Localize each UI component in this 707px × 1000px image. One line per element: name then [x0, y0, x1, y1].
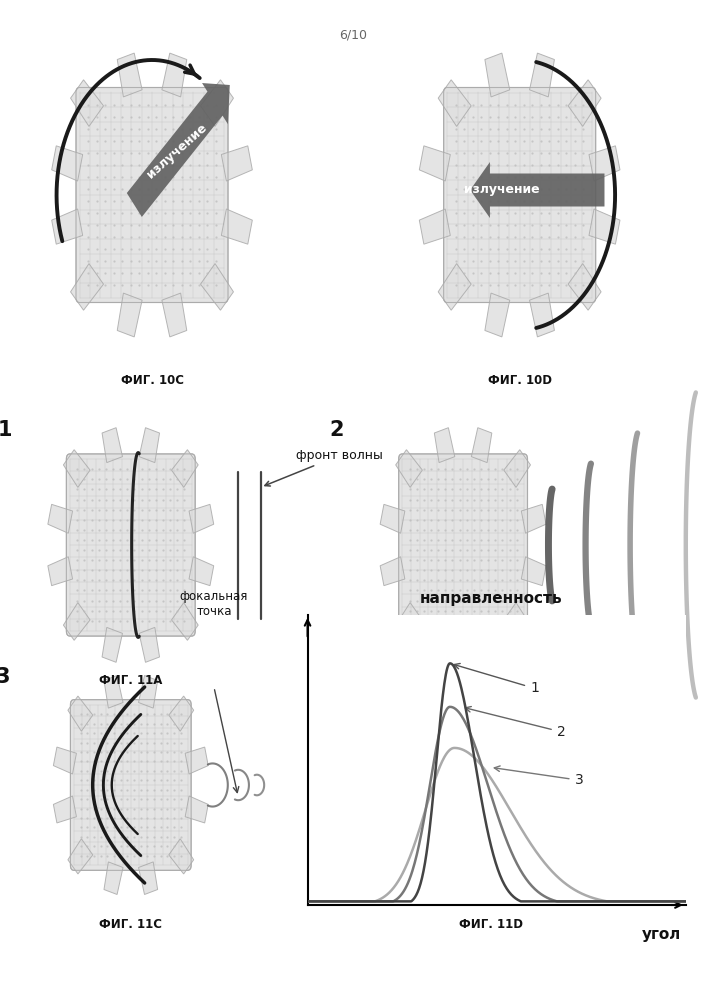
Polygon shape — [52, 146, 83, 181]
FancyBboxPatch shape — [399, 454, 527, 636]
Polygon shape — [172, 603, 198, 640]
Polygon shape — [201, 264, 233, 310]
Text: ФИГ. 10D: ФИГ. 10D — [488, 374, 551, 387]
FancyBboxPatch shape — [76, 88, 228, 302]
Polygon shape — [71, 264, 103, 310]
Polygon shape — [521, 557, 546, 586]
FancyBboxPatch shape — [71, 700, 191, 870]
Polygon shape — [139, 627, 160, 662]
Polygon shape — [104, 862, 123, 894]
Text: фокальная
точка: фокальная точка — [180, 590, 248, 618]
Text: 6/10: 6/10 — [339, 28, 368, 41]
Polygon shape — [438, 264, 471, 310]
Polygon shape — [162, 53, 187, 97]
Text: излучение: излучение — [145, 121, 210, 181]
FancyArrow shape — [127, 83, 230, 217]
Polygon shape — [139, 676, 158, 708]
Polygon shape — [139, 428, 160, 463]
Polygon shape — [169, 696, 194, 731]
Text: 3: 3 — [494, 766, 583, 787]
Polygon shape — [189, 557, 214, 586]
Text: 1: 1 — [0, 420, 12, 440]
Polygon shape — [472, 627, 492, 662]
Polygon shape — [221, 209, 252, 244]
Polygon shape — [189, 504, 214, 533]
Polygon shape — [201, 80, 233, 126]
FancyBboxPatch shape — [66, 454, 195, 636]
Polygon shape — [162, 293, 187, 337]
Polygon shape — [139, 862, 158, 894]
Polygon shape — [589, 209, 620, 244]
Polygon shape — [54, 796, 76, 823]
Polygon shape — [185, 747, 208, 774]
Polygon shape — [504, 450, 530, 487]
Polygon shape — [185, 796, 208, 823]
Text: ФИГ. 11В: ФИГ. 11В — [431, 674, 495, 687]
Polygon shape — [521, 504, 546, 533]
Polygon shape — [172, 450, 198, 487]
Polygon shape — [396, 603, 422, 640]
Polygon shape — [396, 450, 422, 487]
Polygon shape — [64, 450, 90, 487]
Polygon shape — [568, 264, 601, 310]
Text: ФИГ. 11А: ФИГ. 11А — [99, 674, 163, 687]
Polygon shape — [530, 293, 554, 337]
Polygon shape — [52, 209, 83, 244]
Text: ФИГ. 11С: ФИГ. 11С — [99, 918, 163, 931]
Polygon shape — [419, 209, 450, 244]
Polygon shape — [48, 504, 73, 533]
Text: 1: 1 — [454, 663, 539, 695]
Text: ФИГ. 10C: ФИГ. 10C — [120, 374, 184, 387]
Polygon shape — [221, 146, 252, 181]
Polygon shape — [568, 80, 601, 126]
Polygon shape — [117, 293, 142, 337]
FancyBboxPatch shape — [444, 88, 595, 302]
Polygon shape — [68, 839, 93, 874]
Polygon shape — [380, 504, 405, 533]
Polygon shape — [472, 428, 492, 463]
Text: излучение: излучение — [464, 184, 539, 196]
Text: угол: угол — [642, 927, 682, 942]
Polygon shape — [169, 839, 194, 874]
Polygon shape — [64, 603, 90, 640]
Polygon shape — [438, 80, 471, 126]
Polygon shape — [71, 80, 103, 126]
FancyArrow shape — [470, 162, 604, 218]
Text: фронт волны: фронт волны — [265, 449, 382, 486]
Polygon shape — [504, 603, 530, 640]
Text: 3: 3 — [0, 667, 10, 687]
Polygon shape — [380, 557, 405, 586]
Text: 2: 2 — [465, 707, 566, 739]
Polygon shape — [434, 627, 455, 662]
Polygon shape — [485, 53, 510, 97]
Text: направленность: направленность — [420, 591, 563, 606]
Polygon shape — [104, 676, 123, 708]
Polygon shape — [54, 747, 76, 774]
Polygon shape — [117, 53, 142, 97]
Text: ФИГ. 11D: ФИГ. 11D — [460, 918, 523, 931]
Polygon shape — [102, 428, 122, 463]
Polygon shape — [68, 696, 93, 731]
Polygon shape — [530, 53, 554, 97]
Polygon shape — [419, 146, 450, 181]
Text: 2: 2 — [329, 420, 344, 440]
Polygon shape — [48, 557, 73, 586]
Polygon shape — [589, 146, 620, 181]
Polygon shape — [102, 627, 122, 662]
Polygon shape — [434, 428, 455, 463]
Polygon shape — [485, 293, 510, 337]
